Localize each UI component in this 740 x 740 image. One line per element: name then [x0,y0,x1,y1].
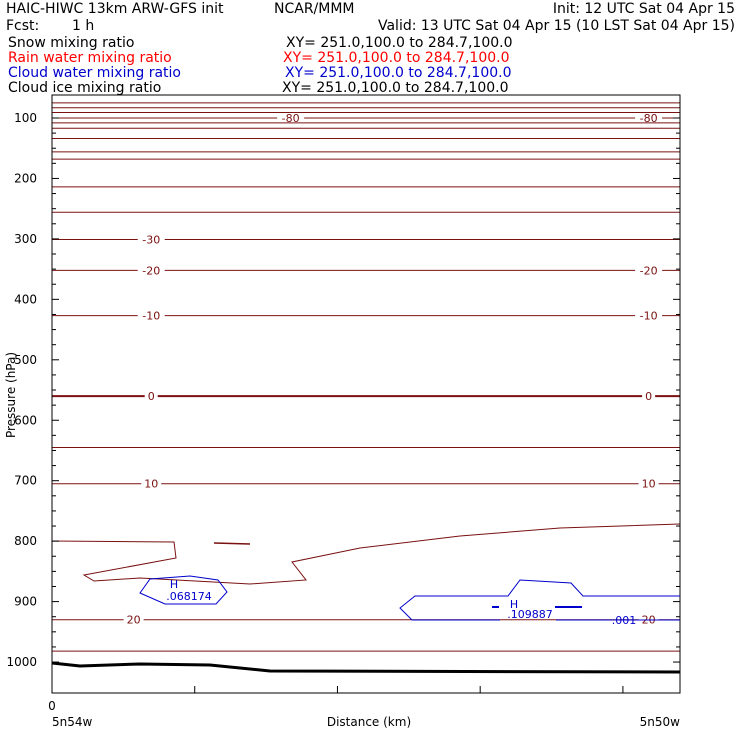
x-axis-label: Distance (km) [327,715,411,729]
x-tick-label-0: 0 [48,699,56,713]
temperature-contour-low [51,523,681,585]
fcst-label: Fcst: [6,18,40,34]
init-time: Init: 12 UTC Sat 04 Apr 15 [552,1,735,17]
plot-frame [51,94,681,694]
cloud-water-contour-right [399,579,680,621]
cloud-water-contour-left [139,575,228,605]
y-tick-label: 500 [14,353,37,367]
cloud-water-contour-label: .001 [612,614,637,627]
temperature-contour-label: -10 [142,310,160,323]
y-tick-label: 900 [14,595,37,609]
temperature-contour-label: 20 [127,614,141,627]
terrain-surface-line [51,661,681,674]
temperature-contour-label: 0 [148,390,155,403]
xy-snow: XY= 251.0,100.0 to 284.7,100.0 [286,35,513,51]
y-axis-label: Pressure (hPa) [4,352,18,438]
model-title: HAIC-HIWC 13km ARW-GFS init [6,1,224,17]
y-tick-label: 100 [14,111,37,125]
y-tick-label: 200 [14,171,37,185]
temperature-contour-label: -80 [640,112,658,125]
valid-time: Valid: 13 UTC Sat 04 Apr 15 (10 LST Sat … [377,18,735,34]
cloud-water-high-value: .109887 [507,608,553,621]
y-tick-label: 700 [14,474,37,488]
temperature-contour-label: 10 [144,478,158,491]
cloud-water-high-value: .068174 [166,590,212,603]
field-label-cloud-water: Cloud water mixing ratio [8,65,181,81]
temperature-contour-fragment [213,542,251,545]
org-label: NCAR/MMM [274,1,355,17]
y-tick-label: 1000 [6,655,37,669]
field-label-rain: Rain water mixing ratio [8,50,172,66]
y-tick-label: 600 [14,413,37,427]
temperature-contour-label: -80 [282,112,300,125]
temperature-contour-label: -30 [142,234,160,247]
x-right-label: 5n50w [640,715,681,729]
field-label-cloud-ice: Cloud ice mixing ratio [8,80,162,96]
temperature-contour-label: -20 [640,264,658,277]
temperature-contour-label: -20 [142,264,160,277]
temperature-contour-label: 0 [645,390,652,403]
x-left-label: 5n54w [52,715,93,729]
cloud-water-high-marker: H [510,598,518,611]
fcst-value: 1 h [72,18,95,34]
xy-cloud-water: XY= 251.0,100.0 to 284.7,100.0 [285,65,512,81]
temperature-contour-label: 10 [642,478,656,491]
temperature-contour-label: -10 [640,310,658,323]
y-tick-label: 800 [14,534,37,548]
y-tick-label: 400 [14,292,37,306]
xy-cloud-ice: XY= 251.0,100.0 to 284.7,100.0 [282,80,509,96]
cloud-water-high-marker: H [170,578,178,591]
xy-rain: XY= 251.0,100.0 to 284.7,100.0 [283,50,510,66]
field-label-snow: Snow mixing ratio [8,35,135,51]
y-tick-label: 300 [14,232,37,246]
